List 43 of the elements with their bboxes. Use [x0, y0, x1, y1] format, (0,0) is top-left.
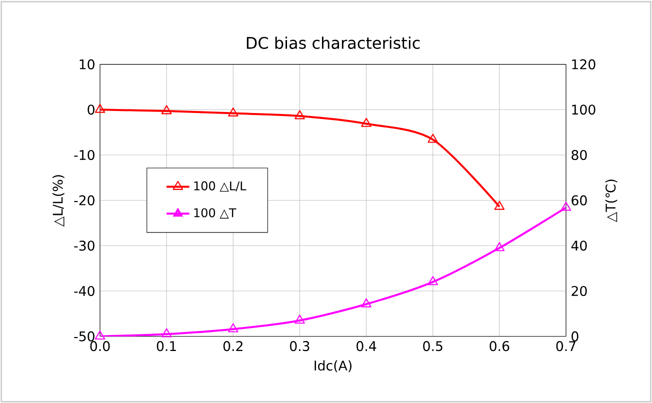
y2-tick-label: 80 — [572, 150, 587, 160]
x-tick-label: 0.5 — [423, 341, 442, 352]
x-tick-label: 0.7 — [556, 341, 576, 352]
y2-tick-label: 100 — [572, 104, 596, 115]
y2-tick-label: 20 — [572, 286, 587, 296]
legend-label: 100 △T — [194, 208, 236, 219]
point — [294, 314, 305, 324]
y-tick-label: -50 — [74, 331, 94, 342]
point — [494, 200, 505, 210]
x-tick-label: 0.4 — [356, 341, 376, 352]
point — [161, 105, 172, 114]
point — [494, 242, 505, 252]
y2-tick-label: 60 — [572, 195, 587, 206]
x-tick-label: 0.0 — [90, 341, 110, 352]
y2-tick-label: 40 — [571, 240, 587, 251]
point — [228, 323, 238, 332]
x-tick-label: 0.2 — [223, 341, 242, 352]
point — [228, 107, 238, 116]
y2-axis-title: △T(℃) — [605, 180, 618, 222]
x-axis-title: Idc(A) — [314, 360, 352, 372]
point — [361, 118, 372, 127]
point — [294, 110, 305, 120]
y-axis-title: △L/L(%) — [52, 175, 64, 227]
y-tick-label: -20 — [74, 195, 94, 206]
y2-tick-label: 0 — [572, 331, 578, 342]
point — [428, 276, 438, 286]
y-tick-label: -40 — [74, 286, 94, 296]
point — [94, 330, 106, 340]
y-tick-label: 0 — [88, 104, 94, 115]
y-tick-label: 10 — [80, 59, 94, 70]
y2-tick-label: 120 — [572, 59, 596, 70]
x-tick-label: 0.1 — [156, 341, 176, 352]
point — [361, 298, 372, 308]
y-tick-label: -10 — [74, 150, 94, 160]
x-tick-label: 0.6 — [490, 341, 510, 352]
y-tick-label: -30 — [74, 240, 94, 251]
point — [428, 134, 438, 143]
point — [94, 104, 106, 113]
point — [560, 202, 572, 211]
legend-label: 100 △L/L — [194, 181, 246, 192]
point — [161, 328, 172, 338]
x-tick-label: 0.3 — [290, 341, 310, 352]
chart-title: DC bias characteristic — [246, 36, 420, 49]
